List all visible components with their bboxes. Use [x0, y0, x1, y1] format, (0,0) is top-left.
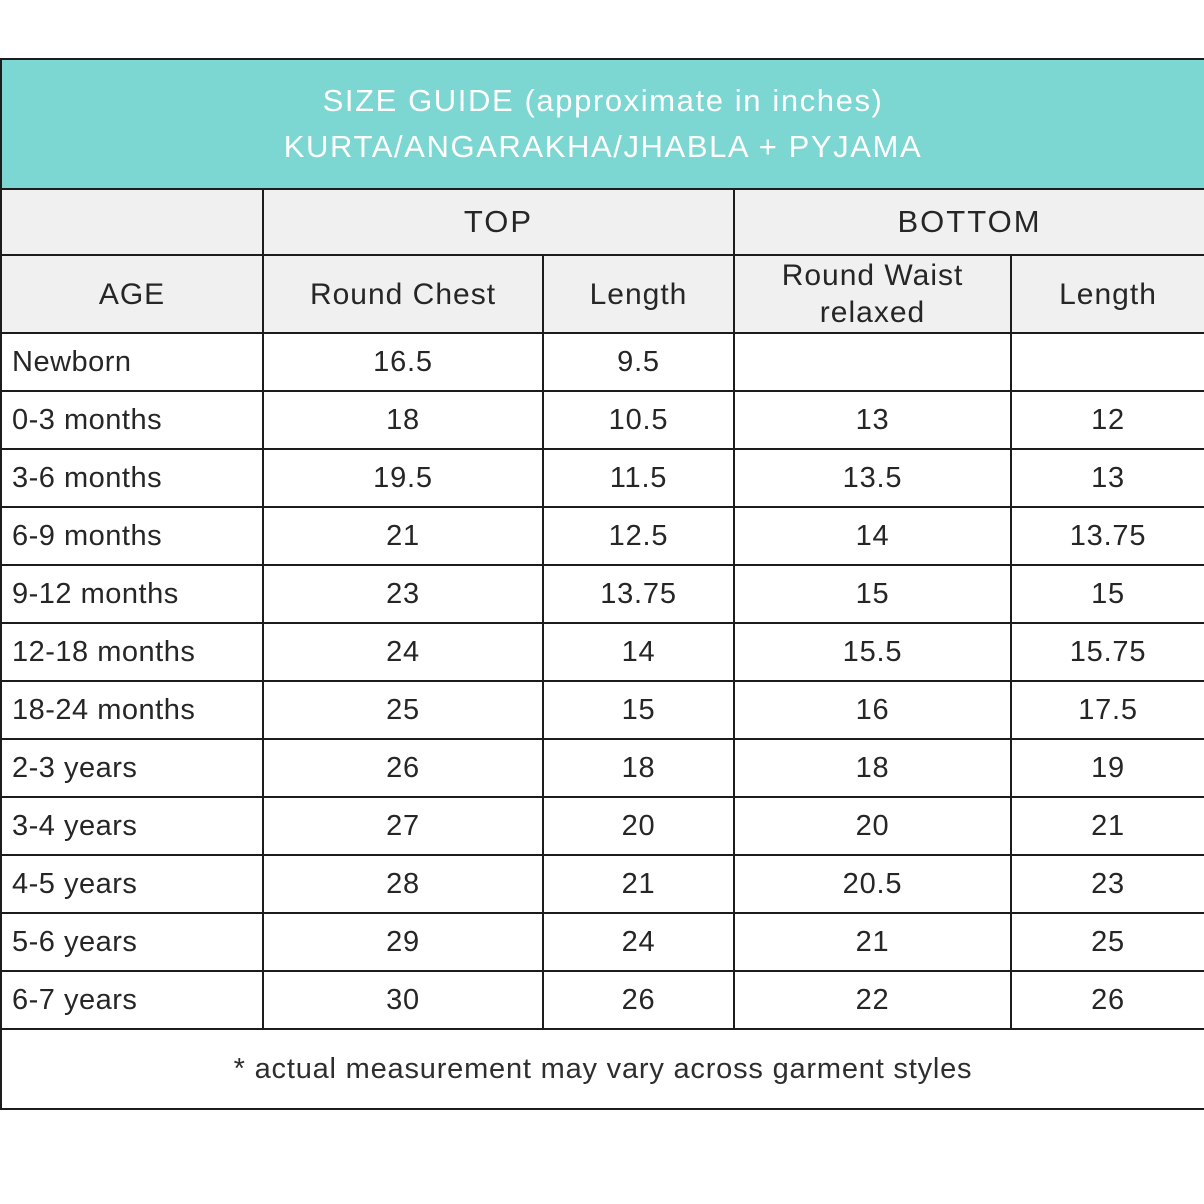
round-chest-cell: 16.5: [262, 332, 544, 392]
bottom-length-cell: 13: [1009, 448, 1204, 508]
round-waist-cell: 15: [733, 564, 1012, 624]
age-cell: 2-3 years: [0, 738, 264, 798]
round-chest-cell: 24: [262, 622, 544, 682]
bottom-length-cell: 23: [1009, 854, 1204, 914]
round-chest-cell: 29: [262, 912, 544, 972]
round-waist-cell: 22: [733, 970, 1012, 1030]
age-cell: 6-9 months: [0, 506, 264, 566]
age-cell: 12-18 months: [0, 622, 264, 682]
bottom-length-cell: 25: [1009, 912, 1204, 972]
age-cell: 0-3 months: [0, 390, 264, 450]
top-length-cell: 13.75: [542, 564, 735, 624]
round-waist-cell: 16: [733, 680, 1012, 740]
table-row: 3-6 months 19.5 11.5 13.5 13: [0, 448, 1204, 508]
column-header-round-waist-line2: relaxed: [819, 296, 926, 329]
round-chest-cell: 27: [262, 796, 544, 856]
round-chest-cell: 26: [262, 738, 544, 798]
age-cell: 4-5 years: [0, 854, 264, 914]
column-header-round-waist: Round Waist relaxed: [733, 254, 1012, 334]
banner-title-line1: SIZE GUIDE (approximate in inches): [322, 83, 884, 118]
bottom-length-cell: 26: [1009, 970, 1204, 1030]
group-spacer-cell: [0, 188, 264, 256]
banner-row: SIZE GUIDE (approximate in inches) KURTA…: [0, 58, 1204, 190]
footnote-cell: * actual measurement may vary across gar…: [0, 1028, 1204, 1110]
bottom-length-cell: 13.75: [1009, 506, 1204, 566]
column-header-round-waist-line1: Round Waist: [781, 259, 964, 292]
group-header-row: TOP BOTTOM: [0, 188, 1204, 256]
top-length-cell: 12.5: [542, 506, 735, 566]
age-cell: 18-24 months: [0, 680, 264, 740]
banner-title-line2: KURTA/ANGARAKHA/JHABLA + PYJAMA: [283, 129, 923, 164]
column-header-top-length: Length: [542, 254, 735, 334]
round-waist-cell: 13.5: [733, 448, 1012, 508]
size-guide-table: SIZE GUIDE (approximate in inches) KURTA…: [0, 58, 1204, 1110]
age-cell: 3-4 years: [0, 796, 264, 856]
table-row: 5-6 years 29 24 21 25: [0, 912, 1204, 972]
column-header-row: AGE Round Chest Length Round Waist relax…: [0, 254, 1204, 334]
round-chest-cell: 28: [262, 854, 544, 914]
round-waist-cell: 15.5: [733, 622, 1012, 682]
age-cell: 5-6 years: [0, 912, 264, 972]
table-row: 18-24 months 25 15 16 17.5: [0, 680, 1204, 740]
top-length-cell: 20: [542, 796, 735, 856]
top-length-cell: 9.5: [542, 332, 735, 392]
top-length-cell: 11.5: [542, 448, 735, 508]
round-chest-cell: 30: [262, 970, 544, 1030]
group-top-cell: TOP: [262, 188, 735, 256]
page: SIZE GUIDE (approximate in inches) KURTA…: [0, 58, 1204, 1110]
age-cell: 6-7 years: [0, 970, 264, 1030]
top-length-cell: 26: [542, 970, 735, 1030]
top-length-cell: 18: [542, 738, 735, 798]
round-chest-cell: 23: [262, 564, 544, 624]
age-cell: Newborn: [0, 332, 264, 392]
table-row: Newborn 16.5 9.5: [0, 332, 1204, 392]
table-row: 2-3 years 26 18 18 19: [0, 738, 1204, 798]
top-length-cell: 10.5: [542, 390, 735, 450]
bottom-length-cell: 17.5: [1009, 680, 1204, 740]
round-waist-cell: 13: [733, 390, 1012, 450]
bottom-length-cell: 21: [1009, 796, 1204, 856]
bottom-length-cell: 19: [1009, 738, 1204, 798]
round-chest-cell: 18: [262, 390, 544, 450]
bottom-length-cell: 15.75: [1009, 622, 1204, 682]
round-waist-cell: 14: [733, 506, 1012, 566]
round-waist-cell: 20: [733, 796, 1012, 856]
banner-cell: SIZE GUIDE (approximate in inches) KURTA…: [0, 58, 1204, 190]
top-length-cell: 14: [542, 622, 735, 682]
round-waist-cell: 21: [733, 912, 1012, 972]
bottom-length-cell: 12: [1009, 390, 1204, 450]
age-cell: 9-12 months: [0, 564, 264, 624]
table-row: 9-12 months 23 13.75 15 15: [0, 564, 1204, 624]
table-row: 4-5 years 28 21 20.5 23: [0, 854, 1204, 914]
column-header-bottom-length: Length: [1009, 254, 1204, 334]
column-header-age: AGE: [0, 254, 264, 334]
table-row: 6-7 years 30 26 22 26: [0, 970, 1204, 1030]
age-cell: 3-6 months: [0, 448, 264, 508]
table-row: 12-18 months 24 14 15.5 15.75: [0, 622, 1204, 682]
top-length-cell: 15: [542, 680, 735, 740]
round-waist-cell: [733, 332, 1012, 392]
footnote-row: * actual measurement may vary across gar…: [0, 1028, 1204, 1110]
bottom-length-cell: 15: [1009, 564, 1204, 624]
round-waist-cell: 20.5: [733, 854, 1012, 914]
table-row: 3-4 years 27 20 20 21: [0, 796, 1204, 856]
top-length-cell: 24: [542, 912, 735, 972]
round-chest-cell: 25: [262, 680, 544, 740]
table-row: 6-9 months 21 12.5 14 13.75: [0, 506, 1204, 566]
group-bottom-cell: BOTTOM: [732, 188, 1204, 256]
column-header-round-chest: Round Chest: [262, 254, 544, 334]
round-waist-cell: 18: [733, 738, 1012, 798]
top-length-cell: 21: [542, 854, 735, 914]
round-chest-cell: 19.5: [262, 448, 544, 508]
round-chest-cell: 21: [262, 506, 544, 566]
table-row: 0-3 months 18 10.5 13 12: [0, 390, 1204, 450]
bottom-length-cell: [1009, 332, 1204, 392]
